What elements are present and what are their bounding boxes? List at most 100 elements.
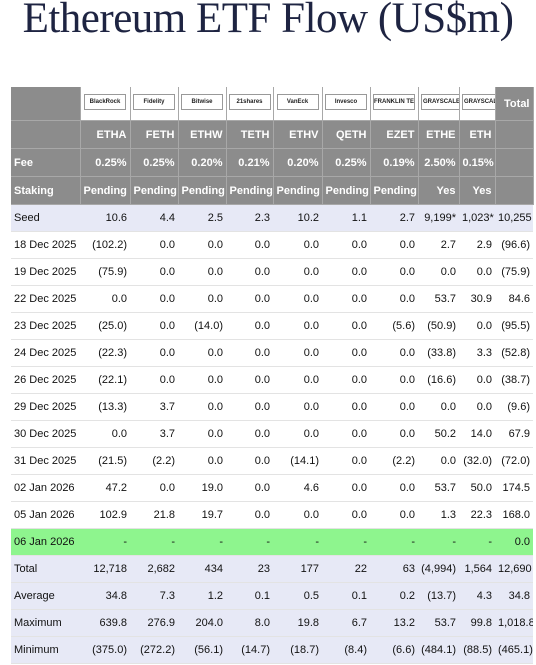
flow-value: 53.7 <box>418 285 459 313</box>
ticker: ETHE <box>418 120 460 149</box>
flow-value: 0.0 <box>273 420 322 448</box>
staking-row: Staking Pending Pending Pending Pending Pendi… <box>11 176 534 205</box>
flow-value: 0.0 <box>459 258 495 286</box>
issuer-logo: VanEck <box>276 94 319 110</box>
row-label: 02 Jan 2026 <box>11 474 80 502</box>
data-row: 18 Dec 2025 (102.2) 0.0 0.0 0.0 0.0 0.0 0.0 2.7 2… <box>11 231 533 259</box>
flow-value: 0.2 <box>370 582 418 610</box>
flow-value: - <box>178 528 226 556</box>
issuer-logo: Bitwise <box>181 94 223 110</box>
flow-value: 0.0 <box>130 258 178 286</box>
flow-value: 21.8 <box>130 501 178 529</box>
flow-value: 0.0 <box>322 312 370 340</box>
staking-value: Pending <box>80 176 131 205</box>
flow-value: 23 <box>226 555 273 583</box>
flow-value: 10,255 <box>495 204 533 232</box>
flow-value: (375.0) <box>80 636 130 664</box>
flow-value: - <box>322 528 370 556</box>
flow-value: 0.0 <box>322 366 370 394</box>
data-row: Average 34.8 7.3 1.2 0.1 0.5 0.1 0.2 (13.7) 4.3 34… <box>11 582 533 610</box>
flow-value: 0.0 <box>80 420 130 448</box>
flow-value: 0.0 <box>495 528 533 556</box>
data-row: 22 Dec 2025 0.0 0.0 0.0 0.0 0.0 0.0 0.0 53.7 30.9… <box>11 285 533 313</box>
total-header: Total <box>495 87 534 121</box>
flow-value: 168.0 <box>495 501 533 529</box>
flow-value: 0.0 <box>226 366 273 394</box>
flow-value: 0.5 <box>273 582 322 610</box>
flow-value: (8.4) <box>322 636 370 664</box>
flow-value: (465.1) <box>495 636 533 664</box>
flow-value: (5.6) <box>370 312 418 340</box>
flow-value: (75.9) <box>495 258 533 286</box>
flow-value: 0.0 <box>418 447 459 475</box>
flow-value: (56.1) <box>178 636 226 664</box>
ticker: EZET <box>370 120 419 149</box>
flow-value: 4.3 <box>459 582 495 610</box>
ticker: FETH <box>130 120 179 149</box>
row-label: 31 Dec 2025 <box>11 447 80 475</box>
header-cell <box>495 176 534 205</box>
flow-value: (14.7) <box>226 636 273 664</box>
fee-value: 0.25% <box>130 148 179 177</box>
flow-value: 0.0 <box>178 339 226 367</box>
issuer-logo: GRAYSCALE <box>420 94 458 110</box>
flow-value: 0.0 <box>273 285 322 313</box>
flow-value: (22.3) <box>80 339 130 367</box>
flow-value: 0.0 <box>370 501 418 529</box>
flow-value: 0.0 <box>370 285 418 313</box>
staking-value: Pending <box>130 176 179 205</box>
flow-value: (50.9) <box>418 312 459 340</box>
flow-value: 0.0 <box>130 366 178 394</box>
flow-value: 3.7 <box>130 393 178 421</box>
flow-value: 0.0 <box>178 285 226 313</box>
flow-value: (18.7) <box>273 636 322 664</box>
flow-value: (13.7) <box>418 582 459 610</box>
flow-value: 0.0 <box>130 312 178 340</box>
flow-value: 0.0 <box>322 501 370 529</box>
ticker: ETHV <box>273 120 323 149</box>
flow-value: 34.8 <box>495 582 533 610</box>
data-row: 31 Dec 2025 (21.5) (2.2) 0.0 0.0 (14.1) 0.0 (2.… <box>11 447 533 475</box>
staking-value: Pending <box>322 176 371 205</box>
flow-value: 2.7 <box>370 204 418 232</box>
flow-value: 0.0 <box>273 501 322 529</box>
flow-value: 1.3 <box>418 501 459 529</box>
flow-value: 0.0 <box>370 393 418 421</box>
flow-value: 0.0 <box>273 258 322 286</box>
logo-cell: Bitwise <box>178 87 227 121</box>
issuer-logo: BlackRock <box>84 94 126 110</box>
flow-value: 0.0 <box>273 231 322 259</box>
row-label: 18 Dec 2025 <box>11 231 80 259</box>
fee-value: 2.50% <box>418 148 460 177</box>
page-title: Ethereum ETF Flow (US$m) <box>22 0 514 42</box>
flow-value: (2.2) <box>130 447 178 475</box>
logo-cell: GRAYSCALE <box>418 87 460 121</box>
logo-cell: FRANKLIN TEMPLETON <box>370 87 419 121</box>
fee-value: 0.25% <box>80 148 131 177</box>
flow-value: - <box>80 528 130 556</box>
flow-value: (6.6) <box>370 636 418 664</box>
flow-value: 10.2 <box>273 204 322 232</box>
flow-value: (75.9) <box>80 258 130 286</box>
flow-value: (4,994) <box>418 555 459 583</box>
row-label: Maximum <box>11 609 80 637</box>
fee-row: Fee 0.25% 0.25% 0.20% 0.21% 0.20% 0.25% 0.19% 2.… <box>11 148 534 177</box>
row-label: 06 Jan 2026 <box>11 528 80 556</box>
fee-value: 0.15% <box>459 148 496 177</box>
flow-value: (16.6) <box>418 366 459 394</box>
flow-value: 0.0 <box>418 258 459 286</box>
row-label: 30 Dec 2025 <box>11 420 80 448</box>
ticker: ETHA <box>80 120 131 149</box>
flow-table: BlackRock Fidelity Bitwise 21shares VanEck In… <box>11 87 534 664</box>
logo-row: BlackRock Fidelity Bitwise 21shares VanEck In… <box>11 87 534 121</box>
row-label: 24 Dec 2025 <box>11 339 80 367</box>
staking-value: Yes <box>459 176 496 205</box>
flow-value: 99.8 <box>459 609 495 637</box>
flow-value: 0.0 <box>370 420 418 448</box>
flow-value: 0.0 <box>226 312 273 340</box>
staking-value: Pending <box>273 176 323 205</box>
flow-value: (484.1) <box>418 636 459 664</box>
row-label: 05 Jan 2026 <box>11 501 80 529</box>
header-cell <box>11 87 81 121</box>
flow-value: 0.1 <box>226 582 273 610</box>
